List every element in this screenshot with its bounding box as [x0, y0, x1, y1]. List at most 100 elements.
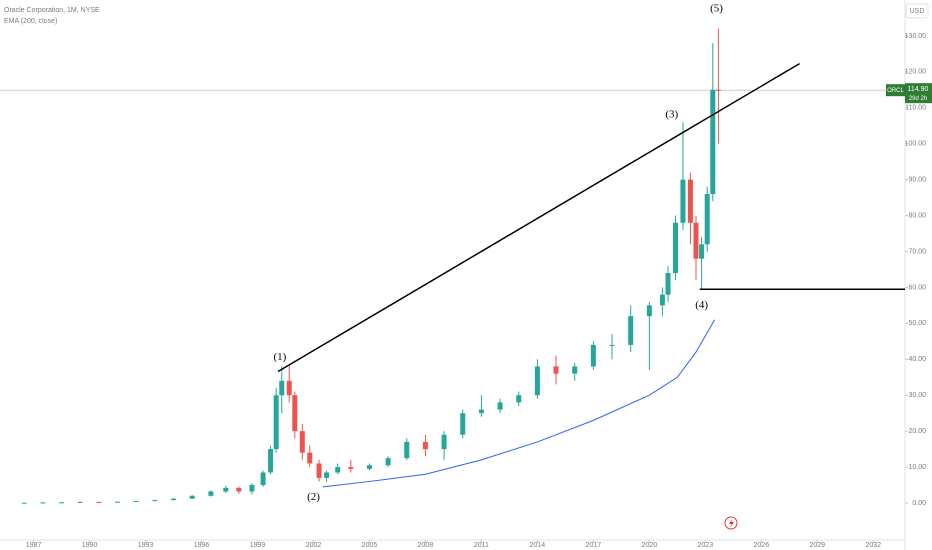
x-tick-label: 2002	[306, 542, 322, 549]
candle-body	[316, 463, 322, 478]
x-tick-label: 2011	[474, 542, 489, 549]
candle-body	[299, 431, 305, 453]
x-tick-label: 1987	[26, 542, 42, 549]
currency: USD	[910, 8, 925, 15]
candle-body	[572, 366, 578, 374]
candle-body	[171, 498, 177, 501]
y-tick-label: 70.00	[908, 248, 926, 255]
candle-body	[460, 413, 466, 435]
candle-body	[699, 244, 705, 259]
y-tick-label: 10.00	[908, 464, 926, 471]
symbol-label: ORCL	[887, 88, 904, 94]
candle-body	[710, 89, 716, 195]
candle-body	[385, 458, 391, 466]
wave-label: (3)	[665, 109, 678, 121]
candle-body	[208, 491, 214, 496]
symbol-tag	[886, 84, 905, 97]
x-tick-label: 1990	[82, 542, 98, 549]
candle-body	[273, 395, 279, 450]
candle-body	[40, 502, 46, 504]
candle-body	[133, 501, 139, 503]
y-tick-label: 90.00	[908, 176, 926, 183]
candle-body	[236, 487, 242, 492]
candle-body	[292, 395, 298, 432]
x-tick-label: 2023	[698, 542, 714, 549]
y-tick-label: 60.00	[908, 284, 926, 291]
candle-body	[286, 380, 292, 396]
x-tick-label: 2005	[362, 542, 378, 549]
x-tick-label: 2032	[865, 542, 881, 549]
candle-body	[404, 441, 410, 459]
candle-body	[279, 380, 285, 396]
candle-body	[348, 467, 354, 469]
candle-body	[609, 344, 615, 346]
ema-line	[322, 319, 716, 488]
candle-body	[715, 89, 721, 91]
candle-body	[672, 222, 678, 274]
candle-body	[77, 501, 83, 503]
candle-body	[478, 409, 484, 414]
candle-body	[534, 366, 540, 396]
candle-body	[441, 434, 447, 450]
wave-label: (5)	[710, 3, 723, 15]
trend-line	[277, 62, 800, 373]
x-tick-label: 2017	[586, 542, 602, 549]
candle-body	[665, 273, 671, 295]
candle-body	[687, 179, 693, 223]
candle-body	[249, 485, 255, 492]
y-tick-label: 120.00	[905, 69, 927, 76]
y-tick-label: 100.00	[905, 141, 927, 148]
candle-body	[96, 501, 102, 503]
indicator-label: EMA (200, close)	[4, 18, 57, 25]
y-tick-label: 40.00	[908, 356, 926, 363]
candle-body	[693, 222, 699, 259]
candle-body	[189, 495, 195, 499]
x-tick-label: 1999	[250, 542, 266, 549]
candle-body	[223, 487, 229, 492]
candle-body	[115, 501, 121, 503]
wave-label: (2)	[307, 491, 320, 503]
x-tick-label: 2029	[810, 542, 826, 549]
candle-body	[659, 294, 665, 306]
candle-body	[516, 395, 522, 403]
candle-body	[497, 402, 503, 410]
candle-body	[324, 472, 330, 478]
y-tick-label: 30.00	[908, 392, 926, 399]
x-tick-label: 1996	[194, 542, 210, 549]
wave-label: (4)	[695, 299, 708, 311]
candle-body	[21, 502, 27, 504]
candle-body	[366, 465, 372, 469]
candle-body	[307, 452, 313, 464]
x-tick-label: 2020	[642, 542, 658, 549]
candle-body	[260, 472, 266, 486]
candle-body	[422, 441, 428, 450]
candle-body	[704, 194, 710, 245]
y-tick-label: 0.00	[912, 500, 926, 507]
candle-body	[335, 467, 341, 473]
x-tick-label: 2014	[530, 542, 546, 549]
x-tick-label: 2008	[418, 542, 434, 549]
candle-body	[590, 344, 596, 367]
y-tick-label: 50.00	[908, 320, 926, 327]
chart-title: Oracle Corporation, 1M, NYSE	[4, 7, 100, 14]
y-tick-label: 80.00	[908, 212, 926, 219]
candle-body	[152, 500, 158, 502]
y-tick-label: 110.00	[905, 105, 926, 112]
candle-body	[268, 449, 274, 473]
candle-body	[628, 316, 634, 345]
y-tick-label: 20.00	[908, 428, 926, 435]
candle-body	[646, 305, 652, 317]
countdown-label: 29d 2h	[909, 96, 927, 102]
price-label: 114.90	[908, 86, 929, 93]
x-tick-label: 2026	[754, 542, 770, 549]
candle-body	[680, 179, 686, 223]
y-tick-label: 130.00	[905, 33, 927, 40]
wave-label: (1)	[273, 351, 286, 363]
candle-body	[59, 502, 65, 504]
x-tick-label: 1993	[138, 542, 154, 549]
price-tag	[905, 83, 932, 104]
currency-box[interactable]	[905, 3, 929, 19]
candle-body	[553, 366, 559, 374]
